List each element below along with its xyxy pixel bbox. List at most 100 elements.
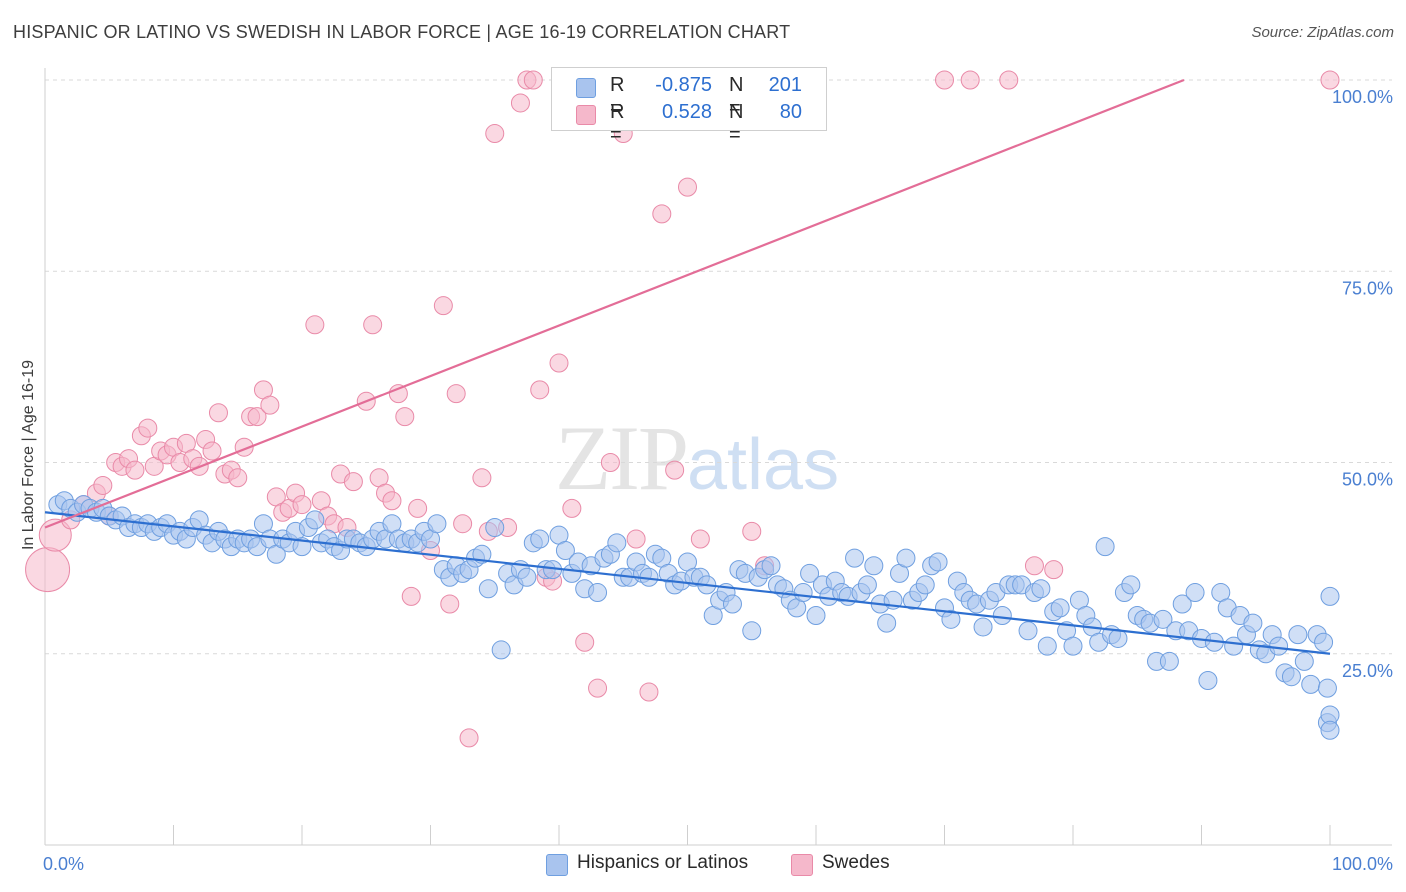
watermark-atlas: atlas <box>687 425 840 505</box>
swedes-point <box>960 70 980 90</box>
swedes-point <box>382 491 402 511</box>
swedes-trend-line <box>44 78 1185 529</box>
y-tick-label: 100.0% <box>1332 87 1393 107</box>
legend-label: Hispanics or Latinos <box>577 852 749 873</box>
legend-swatch <box>791 854 813 876</box>
swedes-point <box>562 498 582 518</box>
swedes-point <box>202 441 222 461</box>
legend-n-label: N = <box>729 74 744 119</box>
swedes-point <box>510 93 530 113</box>
legend-swatch-swedes <box>576 105 596 125</box>
legend-n-value: 201 <box>768 74 802 96</box>
hispanics-point <box>761 556 781 576</box>
hispanics-point <box>877 613 897 633</box>
hispanics-point <box>517 567 537 587</box>
y-tick-label: 50.0% <box>1342 470 1393 490</box>
swedes-points <box>25 70 1340 748</box>
swedes-point <box>999 70 1019 90</box>
hispanics-point <box>928 552 948 572</box>
hispanics-point <box>607 533 627 553</box>
legend-r-value: -0.875 <box>655 74 712 96</box>
swedes-point <box>690 529 710 549</box>
legend-label: Swedes <box>822 852 890 873</box>
hispanics-point <box>742 621 762 641</box>
swedes-point <box>935 70 954 90</box>
hispanics-point <box>864 556 884 576</box>
hispanics-point <box>478 579 498 599</box>
swedes-point <box>678 177 697 197</box>
hispanics-point <box>1037 636 1057 656</box>
hispanics-point <box>806 606 826 625</box>
stats-legend: R = -0.875 N = 201 R = 0.528 N = 80 <box>551 67 827 146</box>
legend-swatch <box>546 854 568 876</box>
hispanics-point <box>1301 674 1321 694</box>
chart-title: HISPANIC OR LATINO VS SWEDISH IN LABOR F… <box>13 22 791 42</box>
watermark: ZIPatlas <box>555 405 839 511</box>
hispanics-point <box>857 575 877 595</box>
hispanics-point <box>1153 609 1173 629</box>
hispanics-point <box>793 583 813 603</box>
swedes-point <box>446 384 466 404</box>
swedes-point <box>742 521 762 541</box>
hispanics-point <box>915 575 935 595</box>
legend-r-label: R = <box>610 101 625 146</box>
hispanics-point <box>992 606 1012 625</box>
swedes-point <box>1044 560 1064 580</box>
swedes-point <box>472 468 492 488</box>
hispanics-point <box>555 540 575 560</box>
y-tick-label: 25.0% <box>1342 661 1393 681</box>
swedes-point <box>388 384 408 404</box>
swedes-point <box>125 460 145 480</box>
hispanics-point <box>588 583 608 603</box>
y-tick-label: 75.0% <box>1342 278 1393 298</box>
swedes-point <box>530 380 550 400</box>
swedes-point <box>292 495 312 515</box>
hispanics-point <box>941 609 961 629</box>
swedes-point <box>305 315 325 335</box>
swedes-point <box>665 460 685 480</box>
axes <box>44 68 1392 846</box>
swedes-point <box>25 547 71 593</box>
swedes-point <box>588 678 608 698</box>
source-credit: Source: ZipAtlas.com <box>1251 24 1394 41</box>
swedes-point <box>600 453 620 472</box>
x-tick-label: 0.0% <box>43 854 84 874</box>
legend-r-value: 0.528 <box>661 101 712 123</box>
hispanics-point <box>896 548 916 568</box>
swedes-point <box>208 403 228 423</box>
swedes-point <box>93 475 113 495</box>
hispanics-point <box>845 548 865 568</box>
swedes-point <box>1320 70 1340 90</box>
swedes-point <box>228 468 248 488</box>
swedes-point <box>138 418 158 438</box>
hispanics-points <box>48 491 1340 740</box>
hispanics-point <box>1050 598 1070 618</box>
hispanics-point <box>485 518 505 538</box>
legend-n-label: N = <box>729 101 744 146</box>
legend-swatch-hispanics <box>576 78 596 98</box>
swedes-point <box>575 632 595 652</box>
trend-lines <box>44 78 1331 655</box>
swedes-point <box>440 594 460 614</box>
hispanics-point <box>305 510 325 530</box>
swedes-point <box>453 514 473 534</box>
hispanics-point <box>1185 583 1205 603</box>
hispanics-point <box>1095 537 1115 557</box>
legend-n-value: 80 <box>779 101 802 123</box>
hispanics-point <box>292 537 312 557</box>
hispanics-point <box>1317 678 1337 698</box>
swedes-point <box>408 498 428 518</box>
watermark-zip: ZIP <box>555 407 689 509</box>
x-tick-label: 100.0% <box>1332 854 1393 874</box>
hispanics-point <box>1018 621 1038 641</box>
hispanics-point <box>427 514 447 534</box>
swedes-point <box>485 124 505 144</box>
hispanics-point <box>1121 575 1141 595</box>
swedes-point <box>343 472 363 492</box>
hispanics-point <box>1320 720 1340 740</box>
hispanics-point <box>1031 579 1051 599</box>
swedes-point <box>652 204 672 224</box>
hispanics-point <box>530 529 550 549</box>
hispanics-point <box>973 617 993 637</box>
